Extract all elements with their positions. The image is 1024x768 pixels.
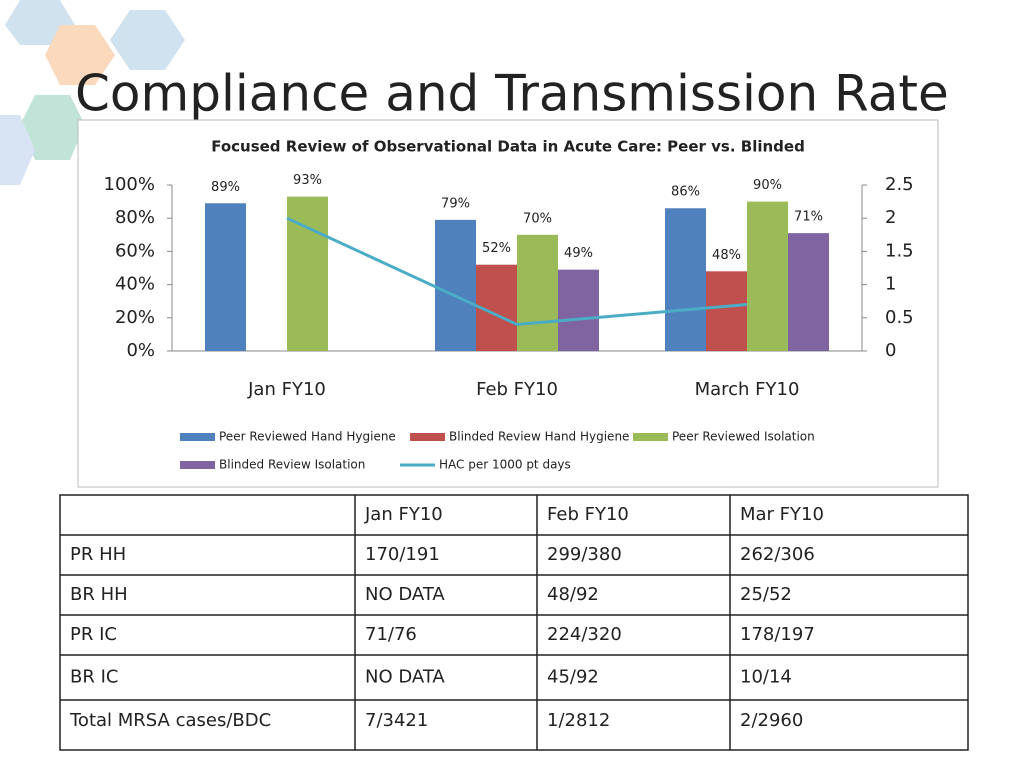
value-label: 90% xyxy=(753,178,782,193)
table-cell: 7/3421 xyxy=(365,710,428,731)
table-cell: 48/92 xyxy=(547,584,599,605)
bar xyxy=(517,234,558,351)
y-tick-label: 20% xyxy=(115,307,155,328)
table-row-label: BR HH xyxy=(70,584,128,605)
table-cell: 45/92 xyxy=(547,667,599,688)
legend-label: Peer Reviewed Isolation xyxy=(672,430,815,444)
table-cell: 25/52 xyxy=(740,584,792,605)
table-cell: 71/76 xyxy=(365,624,417,645)
table-cell: NO DATA xyxy=(365,584,445,605)
y-tick-label: 40% xyxy=(115,274,155,295)
y-tick-label: 80% xyxy=(115,207,155,228)
y2-tick-label: 1 xyxy=(885,274,896,295)
table: Jan FY10 Feb FY10 Mar FY10 PR HH 170/191 299/… xyxy=(59,494,969,751)
bar xyxy=(665,208,706,351)
line xyxy=(286,216,748,326)
value-label: 52% xyxy=(482,241,511,256)
table-header: Feb FY10 xyxy=(547,504,629,525)
value-label: 86% xyxy=(671,185,700,200)
y2-tick-label: 0 xyxy=(885,340,896,361)
chart-title: Focused Review of Observational Data in … xyxy=(211,138,805,156)
y2-tick-label: 0.5 xyxy=(885,307,914,328)
bar xyxy=(205,203,246,351)
legend-label: HAC per 1000 pt days xyxy=(439,458,571,472)
legend-label: Blinded Review Isolation xyxy=(219,458,365,472)
value-label: 48% xyxy=(712,248,741,263)
table-cell: 1/2812 xyxy=(547,710,610,731)
bar xyxy=(788,233,829,351)
bar xyxy=(706,271,747,351)
y2-tick-label: 2.5 xyxy=(885,174,914,195)
table-cell: 170/191 xyxy=(365,544,440,565)
bar xyxy=(558,269,599,351)
value-label: 79% xyxy=(441,196,470,211)
table-cell: 262/306 xyxy=(740,544,815,565)
bar xyxy=(747,201,788,351)
bar xyxy=(435,219,476,351)
table-cell: NO DATA xyxy=(365,667,445,688)
table-header: Mar FY10 xyxy=(740,504,824,525)
value-label: 93% xyxy=(293,173,322,188)
x-tick-label: Feb FY10 xyxy=(476,379,558,400)
value-label: 70% xyxy=(523,211,552,226)
table-cell: 299/380 xyxy=(547,544,622,565)
table-row-label: BR IC xyxy=(70,667,118,688)
table-row-label: PR IC xyxy=(70,624,117,645)
table-border xyxy=(59,494,969,751)
value-label: 71% xyxy=(794,210,823,225)
legend-swatch xyxy=(633,433,668,441)
table-cell: 10/14 xyxy=(740,667,792,688)
legend-label: Peer Reviewed Hand Hygiene xyxy=(219,430,396,444)
value-label: 49% xyxy=(564,246,593,261)
legend-swatch xyxy=(180,433,215,441)
legend-swatch xyxy=(180,461,215,469)
table-cell: 2/2960 xyxy=(740,710,803,731)
legend-label: Blinded Review Hand Hygiene xyxy=(449,430,629,444)
value-label: 89% xyxy=(211,180,240,195)
x-tick-label: March FY10 xyxy=(695,379,800,400)
table-header: Jan FY10 xyxy=(364,504,443,525)
table-cell: 224/320 xyxy=(547,624,622,645)
y-tick-label: 100% xyxy=(104,174,155,195)
decoration xyxy=(0,0,185,185)
y-tick-label: 0% xyxy=(126,340,155,361)
y2-tick-label: 1.5 xyxy=(885,240,914,261)
table-row-label: PR HH xyxy=(70,544,126,565)
table-row-label: Total MRSA cases/BDC xyxy=(69,710,271,731)
x-tick-label: Jan FY10 xyxy=(247,379,326,400)
y2-tick-label: 2 xyxy=(885,207,896,228)
legend-swatch xyxy=(410,433,445,441)
slide-title: Compliance and Transmission Rate xyxy=(75,65,949,123)
y-tick-label: 60% xyxy=(115,240,155,261)
table-cell: 178/197 xyxy=(740,624,815,645)
